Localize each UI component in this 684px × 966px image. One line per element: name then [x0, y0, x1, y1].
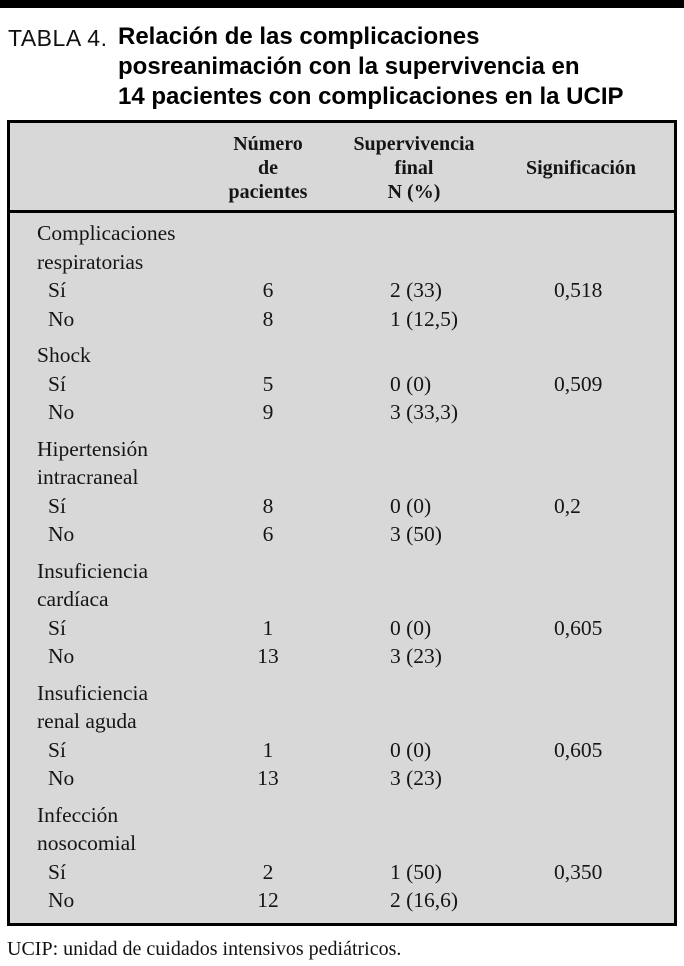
cell-row-label: No: [48, 888, 75, 912]
cell-survival: 3 (23): [390, 644, 442, 668]
cell-significance: 0,518: [554, 278, 603, 302]
cell-row-label: Sí: [48, 278, 66, 302]
table-row: No 12 2 (16,6): [10, 886, 674, 915]
table-row: Sí 1 0 (0) 0,605: [10, 614, 674, 643]
cell-significance: [512, 305, 674, 334]
cell-significance: [512, 398, 674, 427]
table-group-complicaciones-respiratorias: Complicaciones respiratorias Sí 6 2 (33)…: [10, 219, 674, 333]
cell-significance: 0,605: [554, 737, 603, 762]
cell-n-patients: 8: [262, 493, 274, 518]
cell-n-patients: 6: [262, 522, 274, 546]
cell-n-patients: 1: [262, 737, 274, 762]
cell-significance: 0,350: [554, 859, 603, 884]
cell-significance: 0,2: [554, 493, 581, 518]
header-cell-survival: Supervivencia final N (%): [353, 133, 475, 203]
header-cell-significance: Significación: [525, 157, 636, 179]
cell-n-patients: 5: [262, 371, 274, 396]
table-caption: TABLA 4. Relación de las complicaciones …: [0, 8, 684, 112]
cell-survival: 1 (12,5): [390, 306, 459, 331]
table-header-row: Número de pacientes Supervivencia final …: [10, 123, 674, 213]
cell-survival: 3 (23): [390, 766, 442, 790]
cell-survival: 1 (50): [390, 859, 442, 884]
table-row: No 13 3 (23): [10, 642, 674, 671]
cell-n-patients: 13: [257, 644, 279, 668]
cell-significance: [512, 520, 674, 549]
table-row: No 9 3 (33,3): [10, 398, 674, 427]
data-table: Número de pacientes Supervivencia final …: [7, 120, 677, 926]
table-group-hipertension-intracraneal: Hipertensión intracraneal Sí 8 0 (0) 0,2…: [10, 435, 674, 549]
group-label: Hipertensión intracraneal: [37, 436, 149, 490]
table-row: Sí 1 0 (0) 0,605: [10, 736, 674, 765]
table-row: No 6 3 (50): [10, 520, 674, 549]
cell-survival: 3 (50): [390, 522, 442, 546]
group-label: Insuficiencia cardíaca: [37, 558, 149, 612]
cell-row-label: No: [48, 766, 75, 790]
cell-survival: 0 (0): [390, 737, 432, 762]
cell-row-label: Sí: [48, 493, 66, 518]
cell-n-patients: 2: [262, 859, 274, 884]
cell-row-label: No: [48, 522, 75, 546]
cell-row-label: Sí: [48, 615, 66, 640]
cell-row-label: No: [48, 400, 75, 424]
group-label: Shock: [37, 343, 91, 367]
cell-survival: 2 (33): [390, 278, 442, 302]
cell-row-label: No: [48, 306, 75, 331]
table-title: Relación de las complicaciones posreanim…: [118, 23, 624, 110]
table-group-infeccion-nosocomial: Infección nosocomial Sí 2 1 (50) 0,350 N…: [10, 801, 674, 915]
cell-significance: [512, 886, 674, 915]
cell-n-patients: 13: [257, 766, 279, 790]
table-row: Sí 2 1 (50) 0,350: [10, 858, 674, 887]
table-footnote: UCIP: unidad de cuidados intensivos pedi…: [7, 937, 402, 960]
group-label: Infección nosocomial: [37, 802, 137, 856]
table-row: No 13 3 (23): [10, 764, 674, 793]
group-label: Complicaciones respiratorias: [37, 221, 176, 274]
table-group-shock: Shock Sí 5 0 (0) 0,509 No 9 3 (33,3): [10, 341, 674, 427]
cell-row-label: Sí: [48, 371, 66, 396]
table-group-insuficiencia-renal-aguda: Insuficiencia renal aguda Sí 1 0 (0) 0,6…: [10, 679, 674, 793]
table-row: No 8 1 (12,5): [10, 305, 674, 334]
table-body: Complicaciones respiratorias Sí 6 2 (33)…: [10, 213, 674, 923]
cell-significance: [512, 764, 674, 793]
cell-n-patients: 1: [262, 615, 274, 640]
cell-survival: 0 (0): [390, 371, 432, 396]
table-group-insuficiencia-cardiaca: Insuficiencia cardíaca Sí 1 0 (0) 0,605 …: [10, 557, 674, 671]
cell-n-patients: 12: [257, 888, 279, 912]
cell-significance: 0,509: [554, 371, 603, 396]
cell-significance: 0,605: [554, 615, 603, 640]
table-row: Sí 5 0 (0) 0,509: [10, 370, 674, 399]
cell-row-label: No: [48, 644, 75, 668]
cell-survival: 2 (16,6): [390, 888, 459, 912]
cell-n-patients: 6: [262, 278, 274, 302]
cell-n-patients: 9: [262, 400, 274, 424]
table-row: Sí 6 2 (33) 0,518: [10, 276, 674, 305]
table-number-label: TABLA 4.: [8, 25, 108, 51]
group-label: Insuficiencia renal aguda: [37, 680, 149, 734]
table-row: Sí 8 0 (0) 0,2: [10, 492, 674, 521]
top-rule: [0, 0, 684, 8]
cell-row-label: Sí: [48, 737, 66, 762]
cell-survival: 0 (0): [390, 615, 432, 640]
cell-n-patients: 8: [262, 306, 274, 331]
header-cell-patients: Número de pacientes: [228, 133, 308, 203]
cell-row-label: Sí: [48, 859, 66, 884]
cell-survival: 3 (33,3): [390, 400, 459, 424]
cell-significance: [512, 642, 674, 671]
cell-survival: 0 (0): [390, 493, 432, 518]
